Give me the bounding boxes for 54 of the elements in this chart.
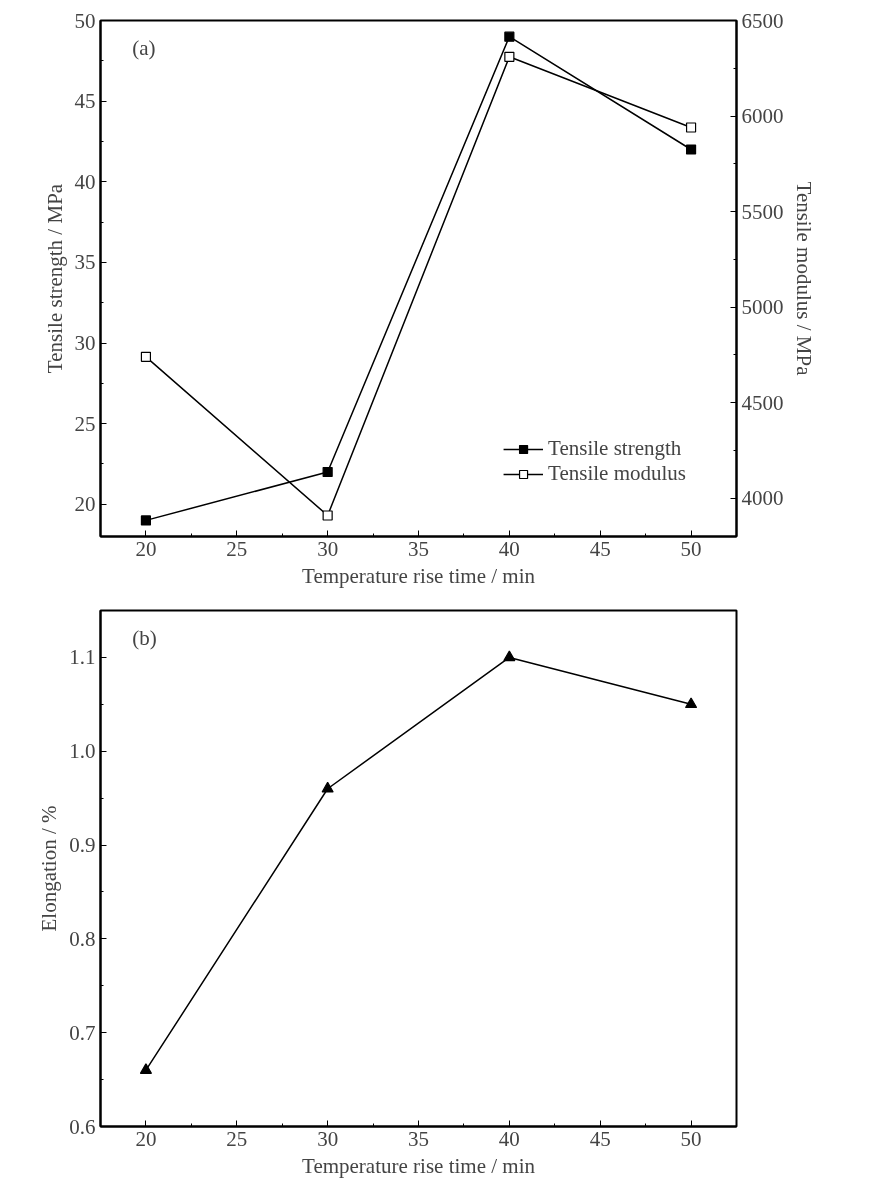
x-tick-label: 40 [498,1126,520,1151]
point [504,31,515,42]
y-tick-label: 45 [74,89,96,114]
y-axis-title: Elongation / % [37,805,62,932]
annotation: (b) [132,625,157,650]
point [322,510,333,521]
point [685,144,697,155]
y-tick-label: 0.9 [69,833,96,858]
x-tick-label: 40 [498,536,520,561]
x-tick-label: 45 [589,1126,611,1151]
y2-tick-label: 6500 [741,8,784,33]
y-tick-label: 25 [74,411,96,436]
y2-tick-label: 6000 [741,104,784,129]
x-axis-title: Temperature rise time / min [302,1153,536,1178]
x-tick-label: 35 [408,536,429,561]
x-tick-label: 35 [408,1126,429,1151]
point [503,650,516,662]
y-tick-label: 1.1 [69,645,96,670]
x-tick-label: 20 [135,1126,157,1151]
y2-tick-label: 5500 [741,199,784,224]
y2-tick-label: 4000 [741,486,784,511]
y2-tick-label: 5000 [741,295,784,320]
y-tick-label: 50 [74,8,96,33]
y-tick-label: 0.8 [69,926,96,951]
y-tick-label: 0.6 [69,1114,96,1139]
x-tick-label: 45 [589,536,611,561]
y-tick-label: 0.7 [69,1020,96,1045]
x-tick-label: 30 [317,536,339,561]
y-tick-label: 20 [74,492,96,517]
point [139,1063,153,1074]
point [321,781,334,793]
y-tick-label: 1.0 [69,739,96,764]
point [140,351,152,362]
legend-label: Tensile strength [548,436,682,461]
y-axis-title: Tensile strength / MPa [42,183,67,374]
y2-tick-label: 4500 [741,390,784,415]
point [684,697,698,709]
x-tick-label: 50 [680,536,702,561]
x-tick-label: 20 [135,536,157,561]
y-tick-label: 30 [74,331,96,355]
point [322,466,333,478]
x-tick-label: 30 [317,1126,339,1151]
x-tick-label: 25 [226,536,248,561]
x-axis-title: Temperature rise time / min [302,563,536,588]
legend-label: Tensile modulus [548,461,686,486]
point [504,51,515,62]
annotation: (a) [132,35,156,60]
x-tick-label: 25 [226,1126,248,1151]
point [685,122,697,133]
y-tick-label: 40 [74,169,96,194]
y2-axis-title: Tensile modulus / MPa [791,181,816,377]
point [140,515,152,526]
x-tick-label: 50 [680,1126,702,1151]
y-tick-label: 35 [74,250,96,275]
